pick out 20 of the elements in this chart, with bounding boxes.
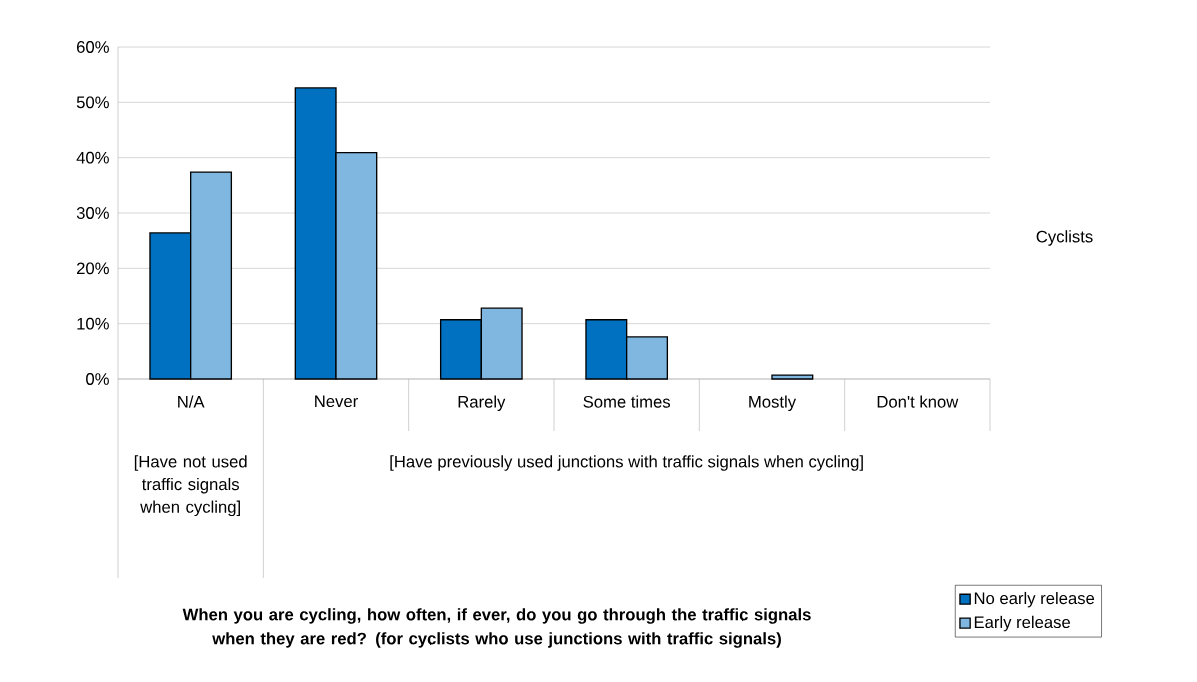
y-tick-label: 0% <box>86 373 109 385</box>
legend-label: No early release <box>974 591 1095 608</box>
text: When you are cycling, how often, if ever, do you go through the traffic signals when they are red? (for cyclists who use junctions with traffic signals) <box>182 608 811 648</box>
y-tick-label: 20% <box>77 262 109 275</box>
y-tick-label: 50% <box>76 96 109 109</box>
y-tick-label: 10% <box>77 317 109 330</box>
text: [Have previously used junctions with traffic signals when cycling] <box>390 455 863 471</box>
x-tick-label: Don't know <box>877 395 959 408</box>
y-tick-label: 60% <box>77 41 109 53</box>
y-tick-label: 40% <box>76 151 109 164</box>
x-tick-label: Some times <box>583 395 671 408</box>
legend-title: Cyclists <box>1036 230 1093 246</box>
x-tick-label: N/A <box>178 395 205 408</box>
bar <box>771 374 814 380</box>
x-tick-label: Mostly <box>749 395 797 412</box>
y-tick-label: 30% <box>76 207 109 219</box>
legend-label: Early release <box>974 615 1071 632</box>
x-tick-label: Never <box>315 395 358 408</box>
x-tick-label: Rarely <box>458 395 506 412</box>
text: [Have not used traffic signals when cycling] <box>134 455 247 517</box>
